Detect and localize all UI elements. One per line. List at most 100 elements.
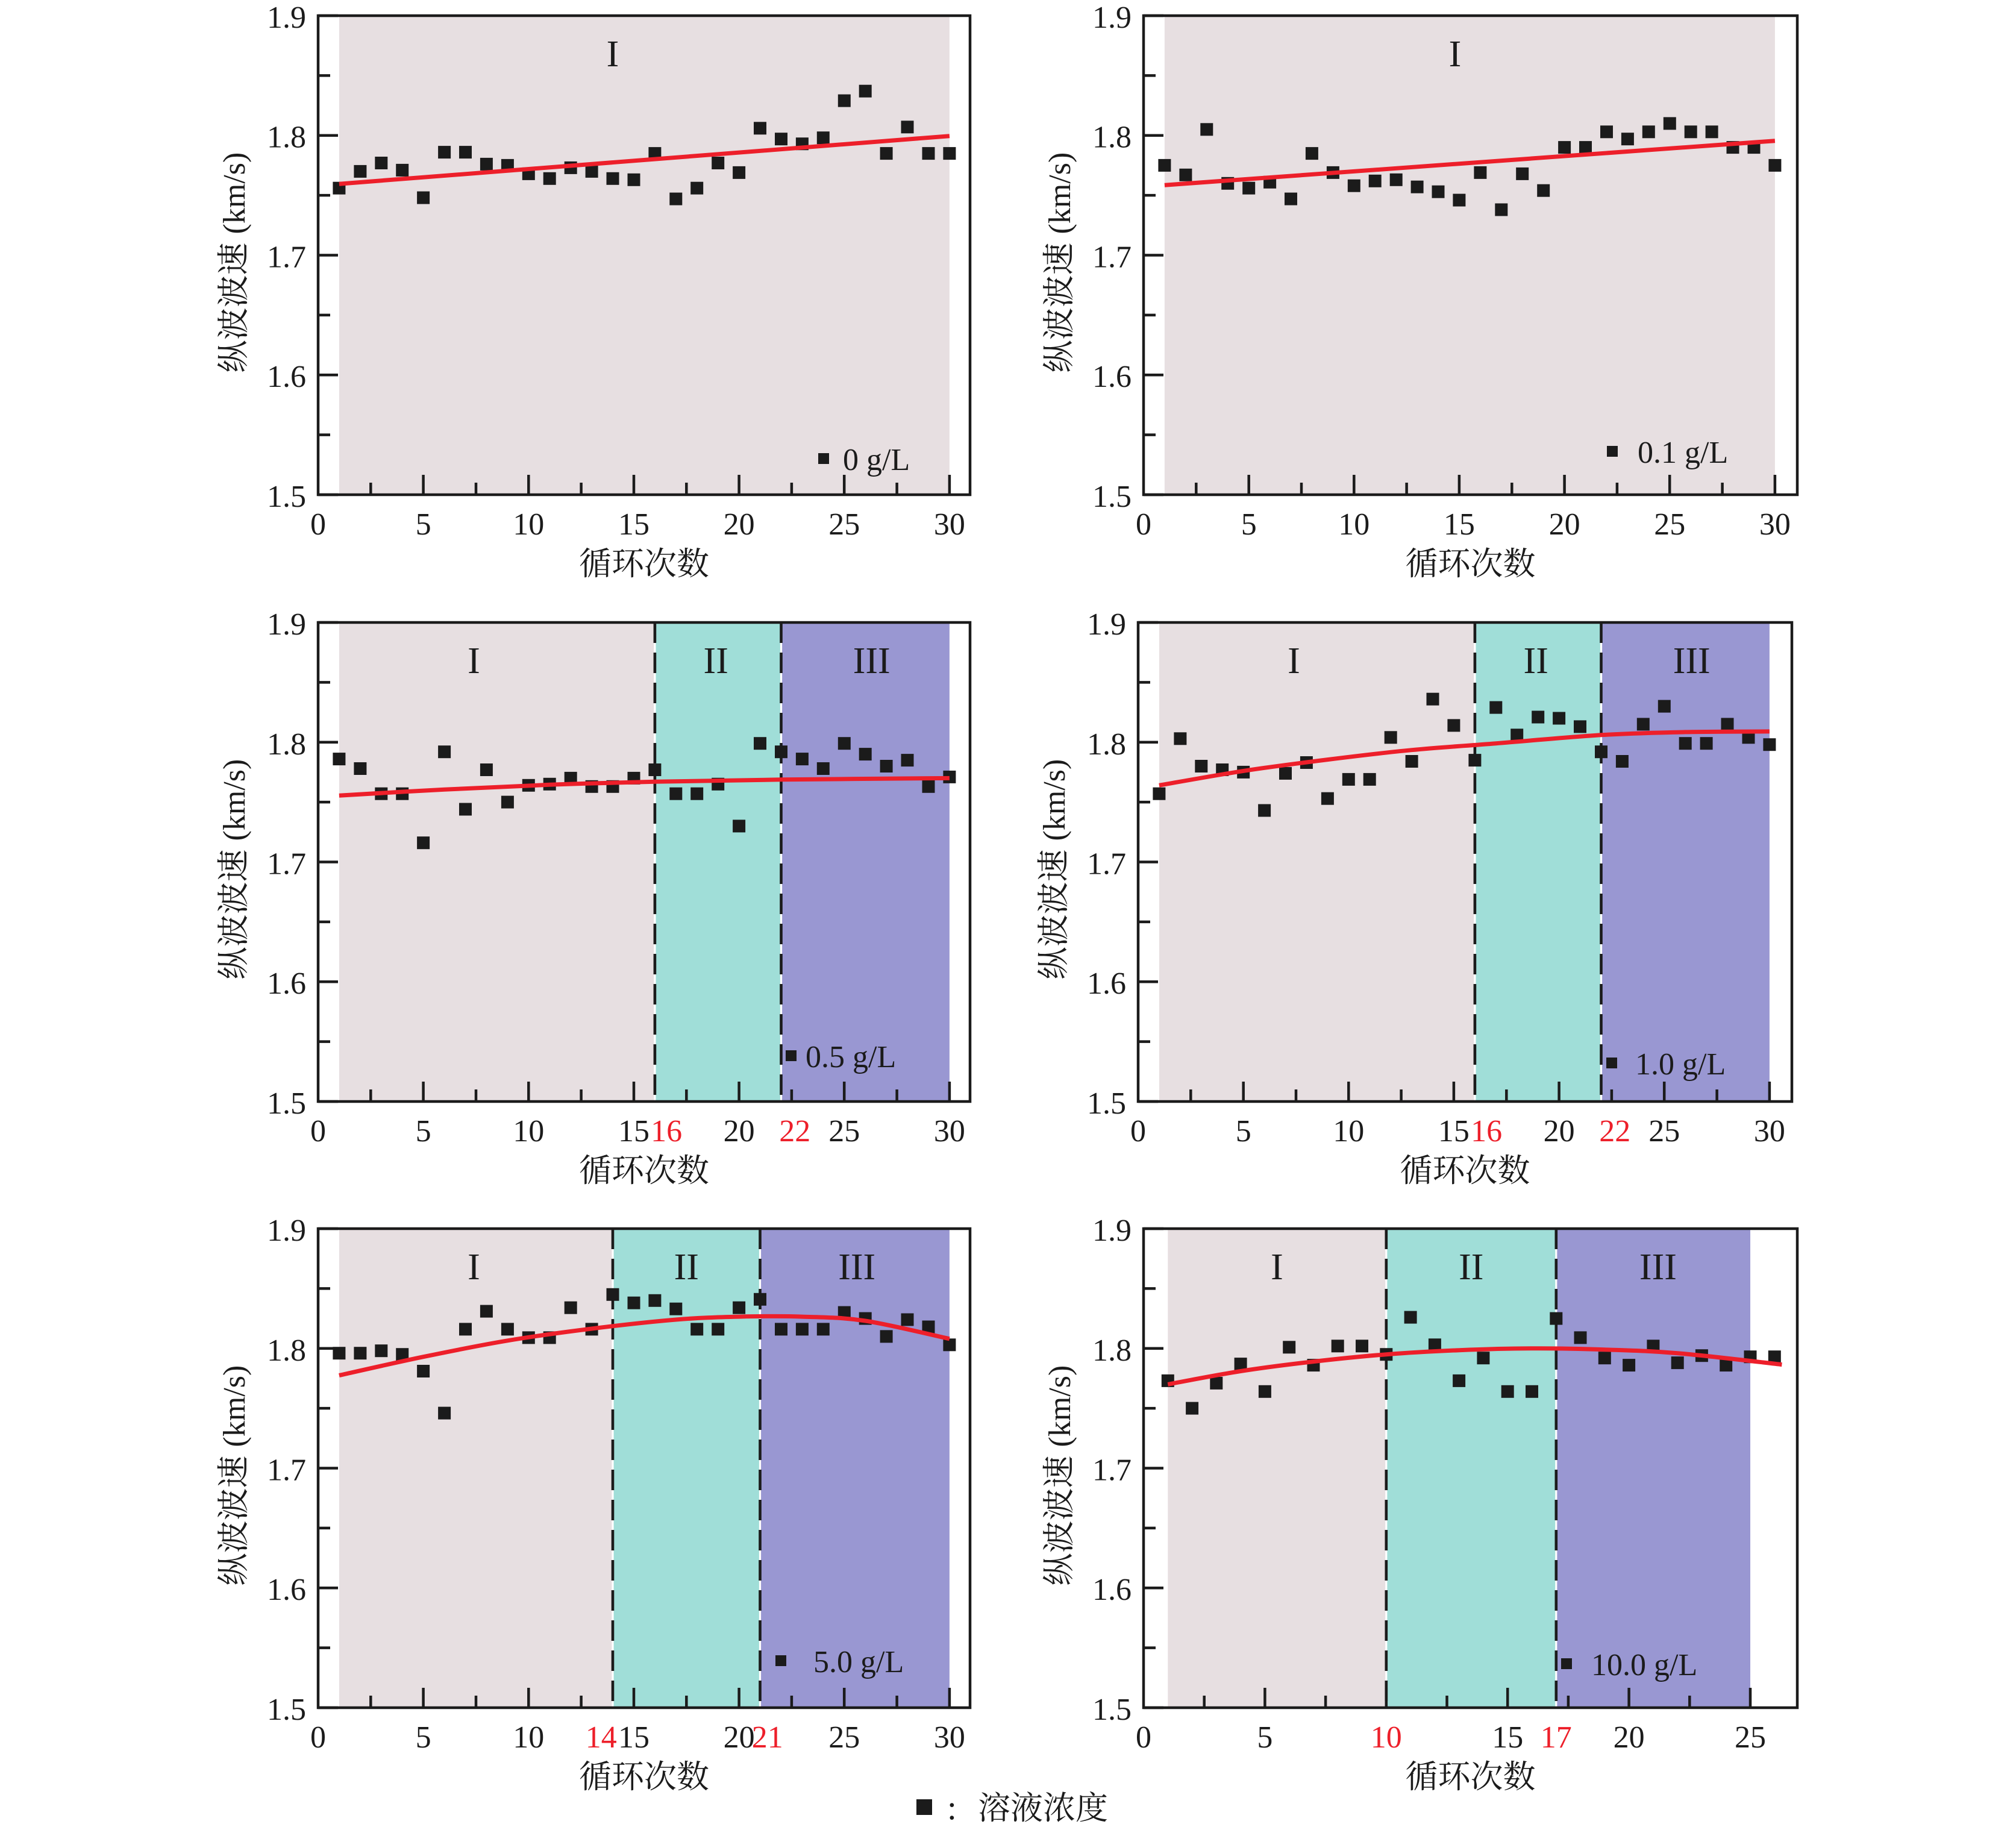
svg-text:1.6: 1.6	[267, 360, 306, 394]
svg-text:III: III	[853, 641, 891, 682]
svg-text:22: 22	[779, 1114, 810, 1149]
svg-text:30: 30	[1754, 1114, 1785, 1149]
svg-text:10: 10	[513, 1720, 544, 1755]
svg-text:20: 20	[1544, 1114, 1575, 1149]
svg-text:1.9: 1.9	[267, 1214, 306, 1248]
svg-text:5: 5	[416, 507, 431, 542]
svg-text:1.5: 1.5	[1087, 1086, 1126, 1121]
svg-text:1.6: 1.6	[1092, 1573, 1132, 1607]
svg-text:21: 21	[752, 1720, 783, 1755]
svg-text:5: 5	[1257, 1720, 1273, 1755]
svg-text:25: 25	[1654, 507, 1685, 542]
svg-text:II: II	[704, 641, 728, 682]
svg-text:30: 30	[934, 1114, 965, 1149]
svg-text:(km/s): (km/s)	[1038, 759, 1072, 841]
svg-text:16: 16	[651, 1114, 682, 1149]
svg-text:1.6: 1.6	[267, 1573, 306, 1607]
svg-text:20: 20	[724, 1720, 755, 1755]
svg-text:1.9: 1.9	[1092, 1, 1132, 35]
svg-text:5: 5	[416, 1114, 431, 1149]
svg-text:1.5: 1.5	[267, 480, 306, 514]
svg-text:I: I	[1271, 1247, 1283, 1288]
svg-text:20: 20	[724, 1114, 755, 1149]
svg-text:15: 15	[618, 1114, 650, 1149]
svg-text:0 g/L: 0 g/L	[843, 443, 910, 477]
svg-text:10: 10	[513, 1114, 544, 1149]
svg-text:1.7: 1.7	[267, 240, 306, 275]
svg-text:20: 20	[724, 507, 755, 542]
svg-text:15: 15	[618, 507, 650, 542]
svg-text:1.7: 1.7	[1092, 240, 1132, 275]
svg-text:I: I	[468, 641, 480, 682]
svg-text:1.9: 1.9	[1092, 1214, 1132, 1248]
svg-text:(km/s): (km/s)	[218, 759, 252, 841]
svg-text:10: 10	[1338, 507, 1370, 542]
svg-text:25: 25	[828, 507, 860, 542]
svg-text:30: 30	[1759, 507, 1791, 542]
svg-text:III: III	[1673, 641, 1711, 682]
svg-text:1.9: 1.9	[1087, 607, 1126, 642]
svg-text:25: 25	[828, 1114, 860, 1149]
svg-text:25: 25	[1648, 1114, 1680, 1149]
svg-text:5.0 g/L: 5.0 g/L	[813, 1645, 904, 1679]
svg-text:1.5: 1.5	[267, 1693, 306, 1727]
svg-text:10: 10	[1371, 1720, 1402, 1755]
svg-text:10: 10	[1333, 1114, 1364, 1149]
svg-text:1.8: 1.8	[267, 1333, 306, 1368]
svg-text:15: 15	[618, 1720, 650, 1755]
svg-text:5: 5	[1236, 1114, 1251, 1149]
svg-text:0: 0	[310, 1720, 326, 1755]
svg-text:1.5: 1.5	[267, 1086, 306, 1121]
svg-text:1.9: 1.9	[267, 1, 306, 35]
svg-text:14: 14	[586, 1720, 617, 1755]
svg-text:1.8: 1.8	[1092, 121, 1132, 155]
svg-text:I: I	[1288, 641, 1300, 682]
svg-text:5: 5	[416, 1720, 431, 1755]
svg-text:15: 15	[1492, 1720, 1523, 1755]
svg-text:25: 25	[1735, 1720, 1766, 1755]
svg-text:15: 15	[1438, 1114, 1470, 1149]
svg-text:0: 0	[310, 507, 326, 542]
svg-text:1.9: 1.9	[267, 607, 306, 642]
svg-text:II: II	[1459, 1247, 1483, 1288]
svg-text:0.1 g/L: 0.1 g/L	[1638, 436, 1728, 470]
svg-text:1.7: 1.7	[267, 847, 306, 882]
svg-text:1.6: 1.6	[1087, 967, 1126, 1001]
svg-text:1.7: 1.7	[1087, 847, 1126, 882]
svg-text:1.5: 1.5	[1092, 1693, 1132, 1727]
svg-text:0: 0	[1130, 1114, 1146, 1149]
svg-text:III: III	[1639, 1247, 1677, 1288]
svg-text:1.8: 1.8	[1092, 1333, 1132, 1368]
svg-text:1.0 g/L: 1.0 g/L	[1635, 1047, 1726, 1082]
svg-text:20: 20	[1614, 1720, 1645, 1755]
svg-text::: :	[947, 1789, 957, 1827]
svg-text:1.8: 1.8	[267, 727, 306, 762]
svg-text:20: 20	[1549, 507, 1580, 542]
svg-text:1.5: 1.5	[1092, 480, 1132, 514]
svg-text:25: 25	[828, 1720, 860, 1755]
svg-text:10.0 g/L: 10.0 g/L	[1591, 1648, 1697, 1682]
svg-text:II: II	[674, 1247, 699, 1288]
svg-text:III: III	[838, 1247, 875, 1288]
svg-text:(km/s): (km/s)	[1043, 1365, 1077, 1447]
svg-text:1.8: 1.8	[267, 121, 306, 155]
svg-text:I: I	[468, 1247, 480, 1288]
svg-text:1.6: 1.6	[1092, 360, 1132, 394]
svg-text:5: 5	[1241, 507, 1257, 542]
svg-text:0.5 g/L: 0.5 g/L	[806, 1040, 896, 1074]
svg-text:1.7: 1.7	[1092, 1453, 1132, 1488]
svg-text:0: 0	[1136, 1720, 1151, 1755]
svg-text:1.6: 1.6	[267, 967, 306, 1001]
svg-text:II: II	[1524, 641, 1548, 682]
svg-text:16: 16	[1471, 1114, 1502, 1149]
svg-text:I: I	[607, 34, 619, 75]
svg-text:15: 15	[1444, 507, 1475, 542]
svg-text:10: 10	[513, 507, 544, 542]
svg-text:(km/s): (km/s)	[218, 1365, 252, 1447]
svg-text:30: 30	[934, 1720, 965, 1755]
svg-text:1.7: 1.7	[267, 1453, 306, 1488]
svg-text:I: I	[1449, 34, 1462, 75]
svg-text:30: 30	[934, 507, 965, 542]
svg-text:17: 17	[1541, 1720, 1572, 1755]
svg-text:1.8: 1.8	[1087, 727, 1126, 762]
